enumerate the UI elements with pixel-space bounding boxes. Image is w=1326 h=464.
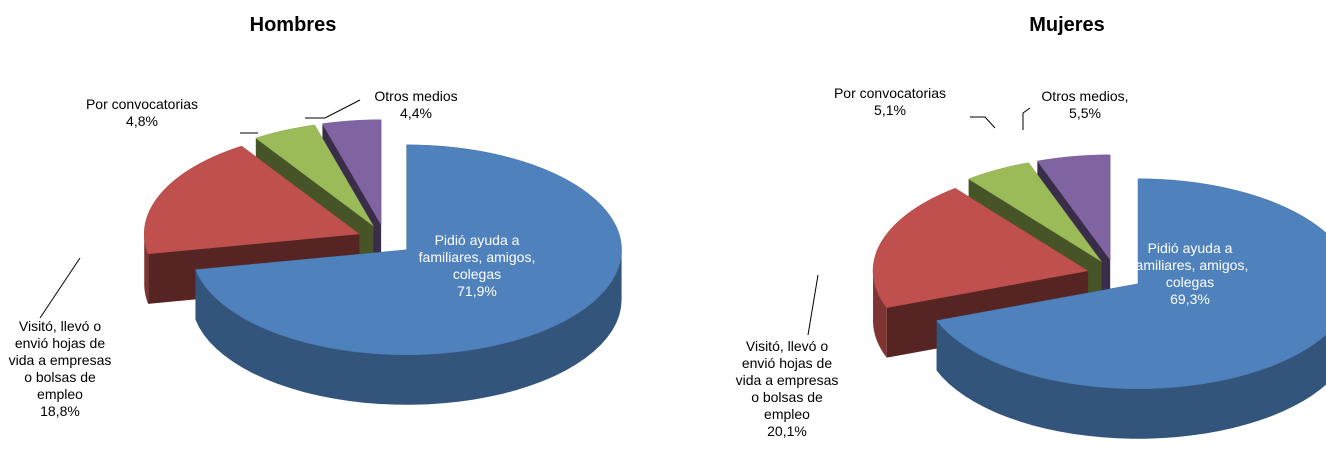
leader-line	[1022, 107, 1031, 130]
pie-chart	[143, 119, 622, 405]
slice-rim	[936, 320, 1326, 439]
slice-top	[321, 119, 382, 226]
slice-top	[255, 124, 374, 227]
category-label: Por convocatorias	[833, 85, 947, 101]
chart-title: Mujeres	[1029, 14, 1105, 36]
leader-line	[970, 116, 996, 129]
chart-title: Hombres	[249, 14, 337, 36]
slice-top	[872, 188, 1089, 308]
slice	[195, 144, 622, 405]
data-label: Por convocatorias 5,1%	[820, 85, 960, 119]
value-label: 4,4%	[400, 105, 432, 121]
value-label: 5,5%	[1069, 105, 1101, 121]
slice-top	[143, 145, 360, 255]
value-label: 18,8%	[40, 403, 80, 419]
category-label: Visitó, llevó o envió hojas de vida a em…	[8, 318, 112, 402]
slice-rim	[195, 249, 622, 405]
leader-line	[305, 99, 361, 119]
slice-top	[195, 144, 622, 356]
leader-line	[39, 257, 81, 319]
slice	[936, 178, 1326, 439]
data-label: Otros medios, 5,5%	[1025, 88, 1145, 122]
slice-top	[1036, 154, 1111, 261]
data-label: Por convocatorias 4,8%	[72, 96, 212, 130]
value-label: 71,9%	[457, 283, 497, 299]
category-label: Por convocatorias	[85, 96, 199, 112]
data-label: Otros medios 4,4%	[356, 88, 476, 122]
data-label: Pidió ayuda a familiares, amigos, colega…	[407, 232, 547, 300]
category-label: Pidió ayuda a familiares, amigos, colega…	[418, 232, 536, 282]
data-label: Visitó, llevó o envió hojas de vida a em…	[5, 318, 115, 420]
data-label: Pidió ayuda a familiares, amigos, colega…	[1120, 240, 1260, 308]
value-label: 5,1%	[874, 102, 906, 118]
category-label: Visitó, llevó o envió hojas de vida a em…	[735, 338, 839, 422]
pie-chart	[872, 154, 1326, 439]
value-label: 20,1%	[767, 423, 807, 439]
slice-top	[936, 178, 1326, 390]
leader-lines	[39, 99, 1031, 336]
slice-top	[968, 162, 1102, 262]
leader-line	[807, 274, 819, 336]
value-label: 4,8%	[126, 113, 158, 129]
category-label: Otros medios	[374, 88, 458, 104]
data-label: Visitó, llevó o envió hojas de vida a em…	[732, 338, 842, 440]
category-label: Otros medios,	[1041, 88, 1129, 104]
category-label: Pidió ayuda a familiares, amigos, colega…	[1131, 240, 1249, 290]
slice-rim	[873, 270, 887, 358]
value-label: 69,3%	[1170, 291, 1210, 307]
